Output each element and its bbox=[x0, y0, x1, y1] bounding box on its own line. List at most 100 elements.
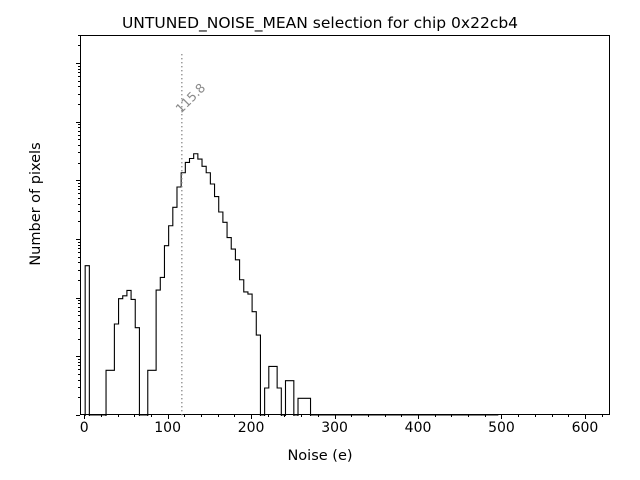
tick-mark bbox=[201, 415, 203, 418]
tick-mark bbox=[184, 415, 186, 418]
tick-mark bbox=[77, 203, 80, 205]
tick-mark bbox=[384, 415, 386, 418]
tick-mark bbox=[77, 397, 80, 399]
tick-mark bbox=[77, 145, 80, 146]
tick-mark bbox=[77, 68, 80, 70]
tick-mark bbox=[117, 415, 119, 418]
tick-mark bbox=[77, 321, 80, 322]
tick-mark bbox=[418, 415, 420, 419]
tick-mark bbox=[317, 415, 319, 418]
tick-mark bbox=[367, 415, 369, 418]
x-tick-label: 100 bbox=[154, 420, 181, 436]
tick-mark bbox=[77, 72, 80, 74]
x-tick-label: 0 bbox=[79, 420, 89, 436]
tick-mark bbox=[484, 415, 486, 418]
tick-mark bbox=[77, 103, 80, 105]
tick-mark bbox=[77, 183, 80, 184]
tick-mark bbox=[77, 197, 80, 199]
tick-mark bbox=[77, 130, 80, 132]
tick-mark bbox=[77, 369, 80, 371]
tick-mark bbox=[76, 62, 80, 64]
tick-mark bbox=[76, 121, 80, 123]
tick-mark bbox=[451, 415, 453, 418]
tick-mark bbox=[77, 303, 80, 305]
tick-mark bbox=[301, 415, 303, 418]
tick-mark bbox=[468, 415, 470, 418]
tick-mark bbox=[77, 244, 80, 246]
y-axis-label: Number of pixels bbox=[28, 142, 44, 266]
tick-mark bbox=[77, 252, 80, 253]
tick-mark bbox=[77, 262, 80, 264]
tick-mark bbox=[77, 139, 80, 141]
x-axis-label: Noise (e) bbox=[287, 448, 353, 464]
tick-mark bbox=[77, 186, 80, 187]
x-tick-label: 600 bbox=[571, 420, 599, 436]
tick-mark bbox=[77, 189, 80, 191]
tick-mark bbox=[76, 297, 80, 299]
tick-mark bbox=[167, 415, 169, 419]
x-tick-label: 400 bbox=[404, 420, 432, 436]
tick-mark bbox=[77, 80, 80, 82]
tick-mark bbox=[77, 193, 80, 195]
tick-mark bbox=[601, 415, 603, 418]
tick-mark bbox=[534, 415, 536, 418]
histogram-series bbox=[84, 54, 499, 416]
tick-mark bbox=[551, 415, 553, 418]
tick-mark bbox=[434, 415, 436, 418]
x-tick-label: 500 bbox=[488, 420, 515, 436]
tick-mark bbox=[251, 415, 253, 419]
tick-mark bbox=[77, 221, 80, 223]
tick-mark bbox=[77, 256, 80, 258]
tick-mark bbox=[77, 269, 80, 271]
tick-mark bbox=[77, 248, 80, 250]
tick-mark bbox=[77, 65, 80, 67]
tick-mark bbox=[76, 238, 80, 240]
x-tick-label: 300 bbox=[321, 420, 348, 436]
tick-mark bbox=[401, 415, 403, 418]
tick-mark bbox=[150, 415, 152, 418]
tick-mark bbox=[77, 162, 80, 164]
tick-mark bbox=[351, 415, 353, 418]
tick-mark bbox=[77, 338, 80, 340]
tick-mark bbox=[77, 365, 80, 367]
tick-mark bbox=[77, 315, 80, 317]
tick-mark bbox=[77, 76, 80, 77]
tick-mark bbox=[84, 415, 86, 419]
x-tick-label: 200 bbox=[237, 420, 265, 436]
tick-mark bbox=[77, 387, 80, 388]
tick-mark bbox=[234, 415, 236, 418]
tick-mark bbox=[77, 134, 80, 136]
tick-mark bbox=[77, 328, 80, 330]
tick-mark bbox=[134, 415, 136, 418]
tick-mark bbox=[77, 310, 80, 312]
tick-mark bbox=[77, 124, 80, 126]
tick-mark bbox=[76, 356, 80, 358]
tick-mark bbox=[77, 45, 80, 47]
tick-mark bbox=[77, 280, 80, 281]
tick-mark bbox=[77, 93, 80, 95]
tick-mark bbox=[267, 415, 269, 418]
histogram-step-outline bbox=[84, 153, 499, 416]
tick-mark bbox=[77, 241, 80, 243]
tick-mark bbox=[77, 373, 80, 375]
tick-mark bbox=[284, 415, 286, 418]
tick-mark bbox=[518, 415, 520, 418]
tick-mark bbox=[77, 127, 80, 129]
tick-mark bbox=[77, 359, 80, 361]
tick-mark bbox=[77, 152, 80, 154]
tick-mark bbox=[77, 86, 80, 88]
tick-mark bbox=[568, 415, 570, 418]
tick-mark bbox=[100, 415, 102, 418]
tick-mark bbox=[77, 35, 80, 36]
tick-mark bbox=[76, 415, 80, 416]
tick-mark bbox=[217, 415, 219, 418]
tick-mark bbox=[501, 415, 503, 419]
tick-mark bbox=[77, 300, 80, 302]
tick-mark bbox=[77, 306, 80, 308]
tick-mark bbox=[76, 180, 80, 182]
tick-mark bbox=[334, 415, 336, 419]
tick-mark bbox=[77, 362, 80, 364]
tick-mark bbox=[584, 415, 586, 419]
